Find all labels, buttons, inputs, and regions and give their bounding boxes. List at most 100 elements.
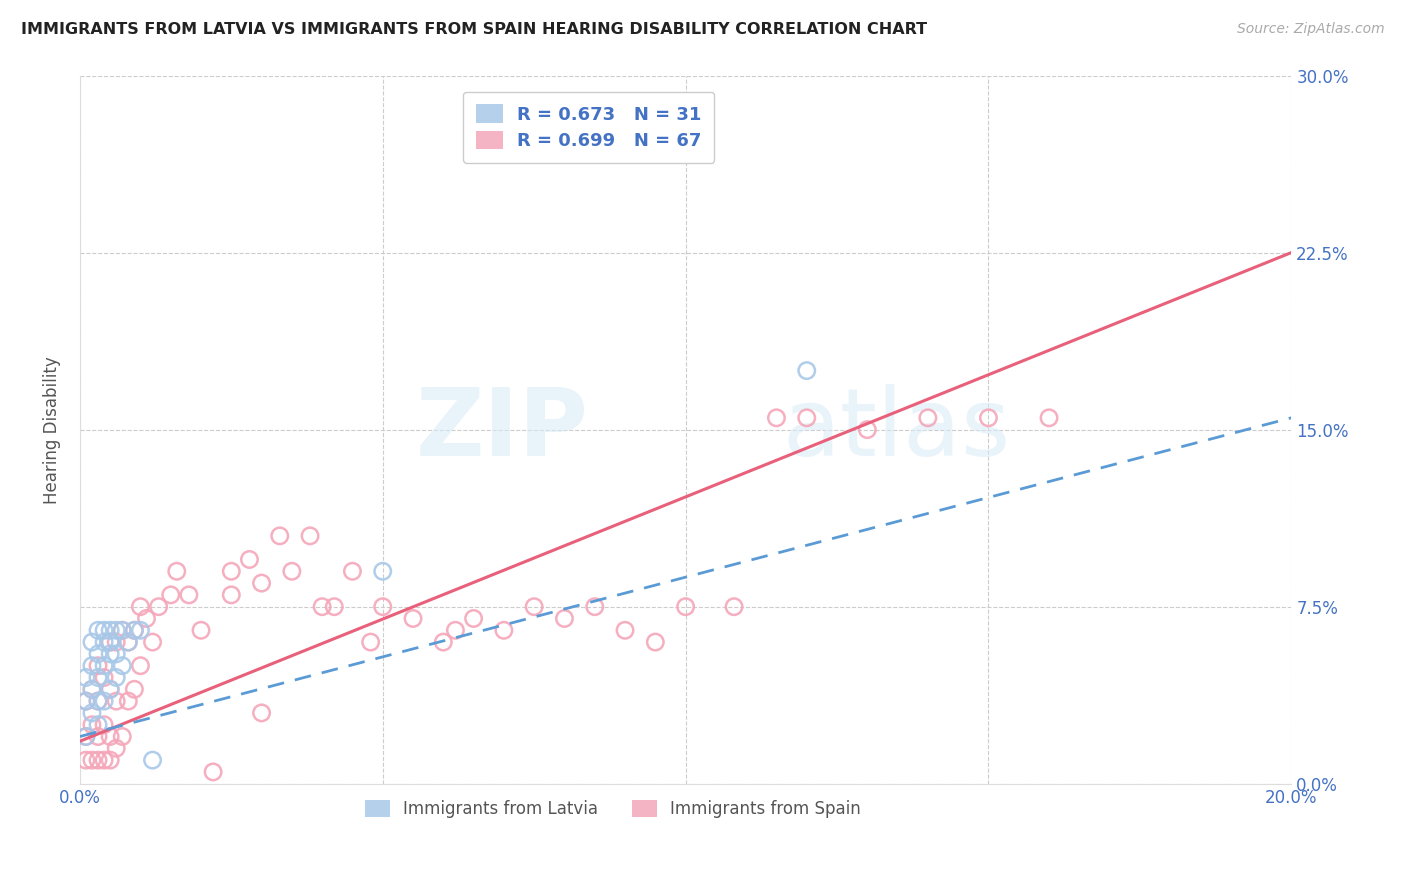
Point bbox=[87, 694, 110, 708]
Point bbox=[117, 635, 139, 649]
Point bbox=[523, 599, 546, 614]
Point bbox=[105, 647, 128, 661]
Point bbox=[93, 624, 115, 638]
Point bbox=[87, 671, 110, 685]
Point bbox=[135, 611, 157, 625]
Point bbox=[269, 529, 291, 543]
Point bbox=[553, 611, 575, 625]
Text: ZIP: ZIP bbox=[416, 384, 589, 475]
Point bbox=[93, 753, 115, 767]
Point bbox=[93, 658, 115, 673]
Legend: Immigrants from Latvia, Immigrants from Spain: Immigrants from Latvia, Immigrants from … bbox=[359, 794, 868, 825]
Point bbox=[796, 410, 818, 425]
Point bbox=[432, 635, 454, 649]
Point bbox=[75, 753, 97, 767]
Point bbox=[105, 671, 128, 685]
Point bbox=[75, 730, 97, 744]
Point bbox=[917, 410, 939, 425]
Point bbox=[311, 599, 333, 614]
Point bbox=[238, 552, 260, 566]
Point bbox=[111, 624, 134, 638]
Point bbox=[93, 717, 115, 731]
Point bbox=[281, 564, 304, 578]
Point bbox=[765, 410, 787, 425]
Point bbox=[166, 564, 188, 578]
Point bbox=[98, 753, 121, 767]
Point bbox=[644, 635, 666, 649]
Point bbox=[75, 694, 97, 708]
Point bbox=[98, 730, 121, 744]
Y-axis label: Hearing Disability: Hearing Disability bbox=[44, 356, 60, 503]
Point bbox=[117, 694, 139, 708]
Point bbox=[250, 706, 273, 720]
Point bbox=[80, 682, 103, 697]
Point bbox=[299, 529, 322, 543]
Point bbox=[221, 564, 243, 578]
Point bbox=[342, 564, 364, 578]
Point bbox=[583, 599, 606, 614]
Point bbox=[190, 624, 212, 638]
Point bbox=[105, 635, 128, 649]
Point bbox=[124, 682, 146, 697]
Point bbox=[105, 741, 128, 756]
Point bbox=[93, 694, 115, 708]
Point bbox=[977, 410, 1000, 425]
Point bbox=[98, 635, 121, 649]
Text: IMMIGRANTS FROM LATVIA VS IMMIGRANTS FROM SPAIN HEARING DISABILITY CORRELATION C: IMMIGRANTS FROM LATVIA VS IMMIGRANTS FRO… bbox=[21, 22, 927, 37]
Point bbox=[1038, 410, 1060, 425]
Point bbox=[250, 576, 273, 591]
Point bbox=[323, 599, 346, 614]
Point bbox=[87, 753, 110, 767]
Point bbox=[675, 599, 697, 614]
Point bbox=[87, 624, 110, 638]
Point bbox=[129, 624, 152, 638]
Point bbox=[159, 588, 181, 602]
Point bbox=[105, 624, 128, 638]
Point bbox=[98, 647, 121, 661]
Point bbox=[111, 658, 134, 673]
Point bbox=[98, 635, 121, 649]
Point bbox=[796, 363, 818, 377]
Text: atlas: atlas bbox=[783, 384, 1011, 475]
Point bbox=[614, 624, 637, 638]
Point bbox=[856, 423, 879, 437]
Point bbox=[87, 694, 110, 708]
Point bbox=[148, 599, 170, 614]
Point bbox=[87, 658, 110, 673]
Point bbox=[402, 611, 425, 625]
Point bbox=[98, 624, 121, 638]
Point bbox=[360, 635, 382, 649]
Point bbox=[124, 624, 146, 638]
Point bbox=[98, 682, 121, 697]
Point bbox=[105, 694, 128, 708]
Point bbox=[124, 624, 146, 638]
Point bbox=[93, 671, 115, 685]
Point bbox=[75, 730, 97, 744]
Point bbox=[98, 682, 121, 697]
Point bbox=[80, 753, 103, 767]
Point bbox=[129, 599, 152, 614]
Point bbox=[117, 635, 139, 649]
Point bbox=[444, 624, 467, 638]
Point bbox=[75, 694, 97, 708]
Point bbox=[723, 599, 745, 614]
Point bbox=[80, 658, 103, 673]
Point bbox=[142, 635, 165, 649]
Point bbox=[87, 717, 110, 731]
Point bbox=[93, 635, 115, 649]
Point bbox=[87, 730, 110, 744]
Text: Source: ZipAtlas.com: Source: ZipAtlas.com bbox=[1237, 22, 1385, 37]
Point bbox=[111, 624, 134, 638]
Point bbox=[111, 730, 134, 744]
Point bbox=[80, 706, 103, 720]
Point bbox=[80, 682, 103, 697]
Point bbox=[371, 599, 394, 614]
Point bbox=[87, 647, 110, 661]
Point bbox=[142, 753, 165, 767]
Point bbox=[492, 624, 515, 638]
Point bbox=[129, 658, 152, 673]
Point bbox=[177, 588, 200, 602]
Point bbox=[202, 764, 225, 779]
Point bbox=[371, 564, 394, 578]
Point bbox=[80, 635, 103, 649]
